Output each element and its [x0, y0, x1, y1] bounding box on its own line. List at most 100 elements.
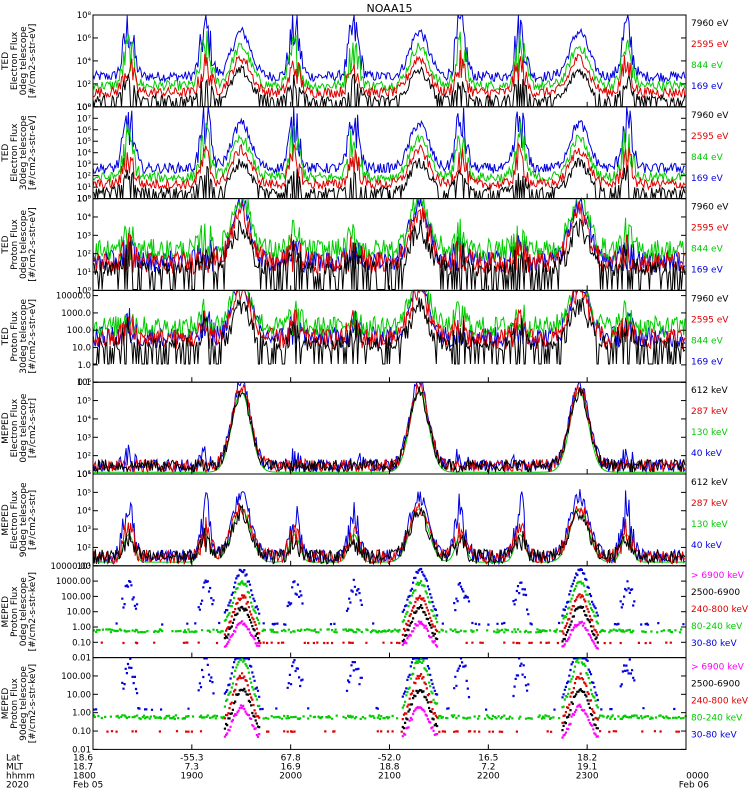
y-label-line: 0deg telescope: [19, 26, 29, 96]
series-blue: [92, 381, 686, 474]
y-tick-label: 10⁴: [77, 213, 92, 223]
y-tick-label: 10⁷: [77, 114, 92, 124]
panel-7: 0.01 0.10 1.00 10.00 100.00 1000.00 10000.00 ME…: [1, 562, 749, 664]
legend-entry: 240-800 keV: [691, 697, 749, 707]
series-points: [223, 687, 599, 732]
series-green: [92, 657, 687, 721]
y-label-line: TED: [1, 144, 11, 163]
series-blue: [115, 567, 685, 626]
y-label-line: Proton Flux: [10, 219, 20, 270]
series-blue: [92, 106, 685, 175]
legend-entry: 240-800 keV: [691, 605, 749, 615]
y-label-line: 0deg telescope: [19, 577, 29, 647]
panel-3: 10⁰ 10¹ 10² 10³ 10⁴ 10⁵ TED Proton Flux 0deg tel…: [1, 195, 729, 297]
legend-entry: 844 eV: [691, 153, 724, 163]
x-tick-hhmm: 1900: [180, 771, 203, 781]
series-black: [92, 504, 686, 566]
series-points: [223, 604, 599, 644]
panel-1: 10⁰ 10² 10⁴ 10⁶ 10⁸ TED Electron Flux 0deg tele…: [1, 11, 729, 113]
y-label-line: [#/cm2-s-str]: [28, 398, 38, 458]
x-row-label: Lat: [6, 753, 21, 763]
x-tick-hhmm: 1800: [73, 771, 96, 781]
legend-entry: 2595 eV: [691, 40, 729, 50]
series-red: [92, 142, 686, 192]
y-tick-label: 10⁶: [77, 378, 92, 388]
series-line: [92, 381, 686, 474]
series-points: [223, 703, 599, 739]
y-label-line: 0deg telescope: [19, 393, 29, 463]
y-tick-label: 0.1: [77, 378, 91, 388]
legend-entry: 40 keV: [691, 449, 723, 459]
y-label-line: Electron Flux: [10, 123, 20, 182]
legend-entry: 844 eV: [691, 61, 724, 71]
y-label-line: Proton Flux: [10, 678, 20, 729]
y-axis-label: TED Electron Flux 30deg telescope [#/cm2-s-…: [1, 115, 38, 190]
y-tick-label: 1.00: [72, 623, 91, 633]
y-tick-label: 10⁴: [77, 57, 92, 67]
series-line: [92, 504, 686, 566]
y-label-line: 90deg telescope: [19, 666, 29, 741]
y-tick-label: 10⁶: [77, 470, 92, 480]
y-tick-label: 10²: [77, 250, 91, 260]
x-row-label: 2020: [6, 780, 29, 790]
legend-entry: 612 keV: [691, 478, 728, 488]
legend-entry: 169 eV: [691, 266, 724, 276]
x-tick-date: Feb 05: [73, 780, 103, 790]
series-red: [92, 201, 686, 276]
y-tick-label: 10²: [77, 452, 91, 462]
legend-entry: > 6900 keV: [691, 571, 745, 581]
legend-entry: 2595 eV: [691, 224, 729, 234]
y-tick-label: 0.10: [72, 727, 91, 737]
series-line: [92, 50, 686, 99]
y-label-line: 0deg telescope: [19, 210, 29, 280]
y-label-line: 30deg telescope: [19, 298, 29, 373]
series-black: [92, 386, 686, 474]
y-label-line: Electron Flux: [10, 31, 20, 90]
series-green: [92, 580, 683, 634]
y-tick-label: 10¹: [77, 268, 91, 278]
legend-entry: 2500-6900: [691, 680, 740, 690]
series-green: [92, 30, 686, 93]
y-tick-label: 0.01: [72, 745, 91, 755]
series-red: [92, 288, 686, 350]
legend-entry: 7960 eV: [691, 294, 729, 304]
y-label-line: Electron Flux: [10, 490, 20, 549]
series-line: [92, 381, 686, 474]
y-axis-label: MEPED Electron Flux 0deg telescope [#/cm2-s…: [1, 393, 38, 463]
panel-6: 10¹ 10² 10³ 10⁴ 10⁵ 10⁶ MEPED Electron Flux 90de…: [1, 470, 728, 572]
series-black: [223, 687, 599, 732]
series-red: [92, 50, 686, 99]
series-line: [92, 30, 686, 93]
legend-entry: 612 keV: [691, 386, 728, 396]
y-tick-label: 10²: [77, 172, 91, 182]
y-axis-label: TED Proton Flux 0deg telescope [#/cm2-s-str…: [1, 207, 38, 282]
y-tick-label: 10⁶: [77, 34, 92, 44]
y-tick-label: 10⁴: [77, 149, 92, 159]
legend-entry: 169 eV: [691, 357, 724, 367]
y-label-line: [#/cm2-s-str]: [28, 490, 38, 550]
panel-8: 0.01 0.10 1.00 10.00 100.00 MEPED Proton Flux 9…: [1, 657, 749, 755]
x-tick-hhmm: 0000: [686, 771, 709, 781]
series-points: [92, 657, 676, 711]
y-tick-label: 10³: [77, 160, 91, 170]
series-points: [115, 567, 685, 626]
y-tick-label: 10⁵: [77, 137, 91, 147]
y-label-line: [#/cm2-s-str-eV]: [28, 207, 38, 282]
y-label-line: TED: [1, 52, 11, 71]
y-label-line: Proton Flux: [10, 586, 20, 637]
series-line: [92, 489, 686, 566]
legend-entry: 130 keV: [691, 428, 728, 438]
y-tick-label: 10⁰: [77, 103, 92, 113]
legend-entry: 7960 eV: [691, 203, 729, 213]
y-tick-label: 1000.0: [61, 309, 91, 319]
series-black: [223, 604, 599, 644]
x-tick-hhmm: 2100: [378, 771, 401, 781]
series-red: [106, 672, 680, 733]
x-tick-mlt: 16.9: [281, 762, 301, 772]
series-red: [100, 593, 672, 645]
series-black: [92, 157, 686, 200]
y-tick-label: 0.10: [72, 638, 91, 648]
y-tick-label: 10²: [77, 543, 91, 553]
